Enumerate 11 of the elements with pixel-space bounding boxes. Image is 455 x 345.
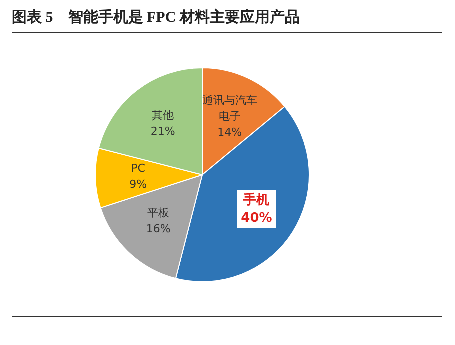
- slice-label: 其他: [152, 109, 174, 122]
- slice-label: 通讯与汽车电子: [202, 94, 258, 123]
- data-label: 9%: [130, 178, 148, 191]
- data-label: 40%: [241, 210, 272, 226]
- slice-label: 平板: [148, 206, 170, 220]
- slice-label: 手机: [242, 192, 270, 208]
- data-label: 21%: [150, 125, 176, 138]
- data-label: 14%: [218, 126, 242, 139]
- slice-label: PC: [131, 162, 146, 175]
- chart-title: 图表 5 智能手机是 FPC 材料主要应用产品: [12, 8, 442, 33]
- data-label: 16%: [146, 222, 171, 236]
